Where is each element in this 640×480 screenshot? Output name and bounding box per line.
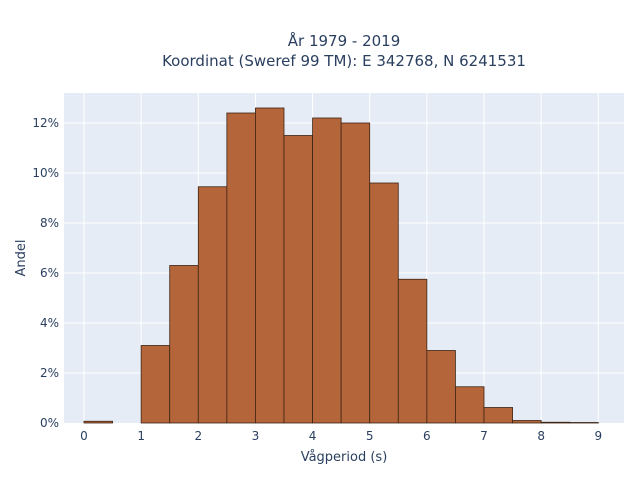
y-tick-label: 6% — [40, 266, 59, 280]
x-tick-labels: 0 1 2 3 4 5 6 7 8 9 — [80, 429, 602, 443]
x-tick-label: 9 — [594, 429, 602, 443]
x-tick-label: 4 — [309, 429, 317, 443]
y-tick-label: 10% — [32, 166, 59, 180]
chart-title-line1: År 1979 - 2019 — [288, 31, 401, 50]
y-tick-label: 0% — [40, 416, 59, 430]
histogram-bar — [512, 420, 542, 424]
x-tick-label: 8 — [537, 429, 545, 443]
chart-title-line2: Koordinat (Sweref 99 TM): E 342768, N 62… — [162, 52, 526, 70]
histogram-bar — [197, 186, 228, 424]
x-tick-label: 7 — [480, 429, 488, 443]
y-tick-labels: 0% 2% 4% 6% 8% 10% 12% — [32, 116, 59, 430]
histogram-bar — [169, 265, 199, 424]
histogram-bar — [569, 422, 599, 424]
histogram-bar — [340, 122, 371, 424]
y-tick-label: 8% — [40, 216, 59, 230]
x-tick-label: 0 — [80, 429, 88, 443]
y-tick-label: 12% — [32, 116, 59, 130]
y-axis-title: Andel — [14, 240, 29, 277]
histogram-bar — [312, 117, 342, 424]
histogram-bar — [483, 407, 513, 424]
bars — [83, 107, 599, 424]
y-tick-label: 2% — [40, 366, 59, 380]
histogram-bar — [226, 112, 256, 424]
histogram-bar — [140, 345, 171, 424]
histogram-bar — [455, 386, 485, 424]
x-tick-label: 1 — [137, 429, 145, 443]
histogram-bar — [283, 135, 313, 424]
histogram-bar — [255, 107, 285, 424]
x-tick-label: 2 — [194, 429, 202, 443]
histogram-bar — [540, 421, 571, 424]
y-tick-label: 4% — [40, 316, 59, 330]
histogram-bar — [426, 350, 456, 424]
x-tick-label: 6 — [423, 429, 431, 443]
histogram-bar — [397, 278, 428, 424]
x-tick-label: 5 — [366, 429, 374, 443]
x-tick-label: 3 — [252, 429, 260, 443]
histogram-bar — [83, 420, 113, 424]
x-axis-title: Vågperiod (s) — [301, 450, 388, 465]
histogram-bar — [369, 182, 399, 424]
